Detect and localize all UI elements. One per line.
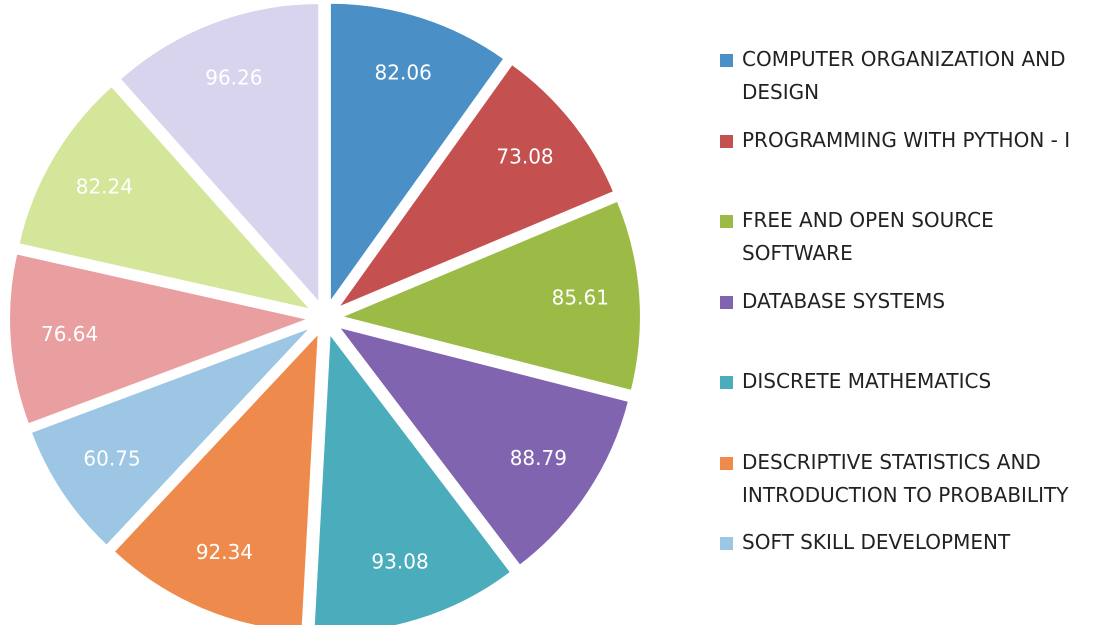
legend-label: DATABASE SYSTEMS xyxy=(742,288,946,313)
legend-item: DISCRETE MATHEMATICS xyxy=(720,365,1100,398)
slice-label: 82.24 xyxy=(76,175,133,199)
pie-slice xyxy=(312,330,513,625)
legend-item: DATABASE SYSTEMS xyxy=(720,285,1100,318)
pie-slice xyxy=(17,84,315,312)
legend-item: DESCRIPTIVE STATISTICS AND INTRODUCTION … xyxy=(720,446,1100,512)
pie-slice xyxy=(118,2,321,306)
pie-slice xyxy=(29,325,313,548)
slice-label: 73.08 xyxy=(496,145,553,169)
legend-label: COMPUTER ORGANIZATION AND DESIGN xyxy=(742,47,1066,104)
legend-item: FREE AND OPEN SOURCE SOFTWARE xyxy=(720,204,1100,270)
legend-swatch xyxy=(720,215,733,228)
legend-swatch xyxy=(720,537,733,550)
legend-swatch xyxy=(720,295,733,309)
pie-area: 82.06 73.08 85.61 88.79 93.08 92.34 60.75 76.64… xyxy=(8,1,642,625)
slice-label: 92.34 xyxy=(196,540,253,564)
pie-slice xyxy=(334,62,616,311)
legend-swatch xyxy=(720,134,733,148)
legend-label: DESCRIPTIVE STATISTICS AND INTRODUCTION … xyxy=(742,449,1069,507)
pie-slice xyxy=(335,325,631,568)
legend-swatch xyxy=(720,54,733,67)
legend: COMPUTER ORGANIZATION AND DESIGN PROGRAMM… xyxy=(720,0,1105,625)
slice-label: 88.79 xyxy=(510,446,567,470)
legend-label: FREE AND OPEN SOURCE SOFTWARE xyxy=(742,208,994,265)
legend-label: DISCRETE MATHEMATICS xyxy=(742,369,992,393)
legend-label: SOFT SKILL DEVELOPMENT xyxy=(742,530,1011,554)
slice-label: 82.06 xyxy=(375,61,432,85)
legend-item: PROGRAMMING WITH PYTHON - I xyxy=(720,124,1100,157)
slice-label: 85.61 xyxy=(552,286,609,310)
pie-slice xyxy=(112,330,320,625)
pie-slice xyxy=(328,1,506,306)
slice-label: 76.64 xyxy=(41,322,98,346)
pie-slice xyxy=(8,252,313,426)
legend-item: SOFT SKILL DEVELOPMENT xyxy=(720,526,1100,559)
slice-label: 60.75 xyxy=(83,447,140,471)
legend-label: PROGRAMMING WITH PYTHON - I xyxy=(742,127,1071,152)
legend-swatch xyxy=(720,456,733,470)
legend-item: COMPUTER ORGANIZATION AND DESIGN xyxy=(720,43,1100,109)
slice-label: 93.08 xyxy=(371,549,428,573)
legend-swatch xyxy=(720,376,733,389)
pie-slice xyxy=(337,199,642,393)
slice-label: 96.26 xyxy=(205,65,262,89)
